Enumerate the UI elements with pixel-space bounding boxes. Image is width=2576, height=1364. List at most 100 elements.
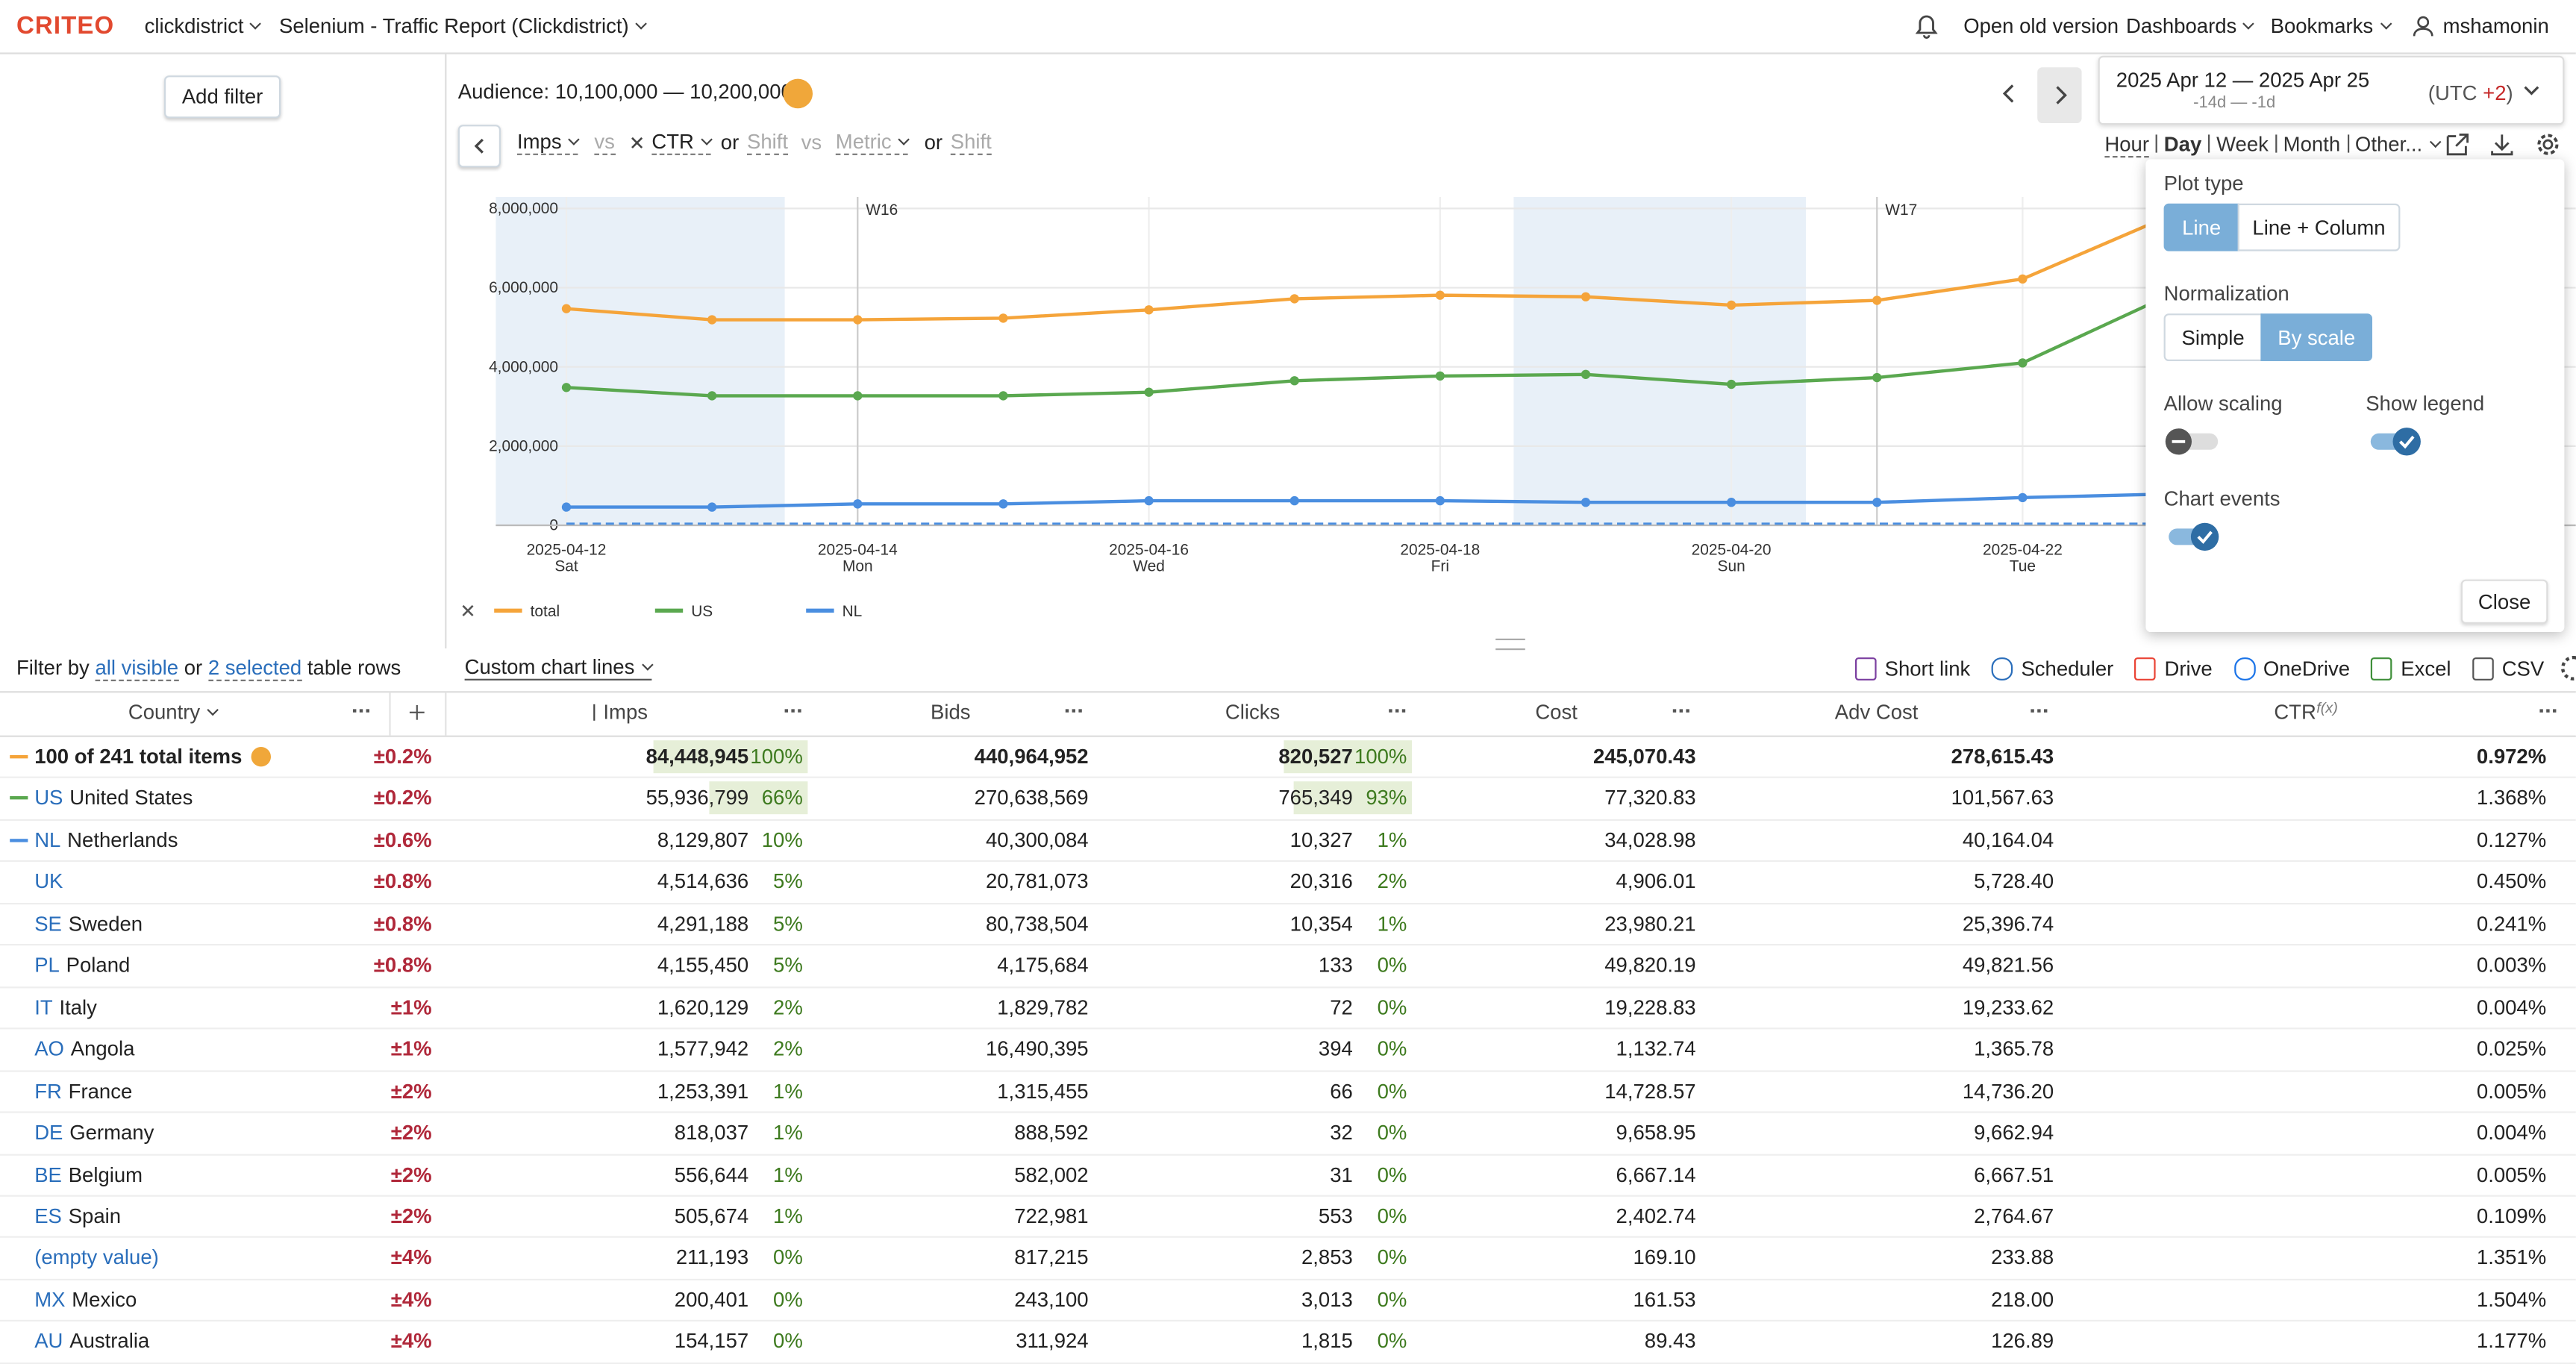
chart-icons[interactable]: [2445, 131, 2563, 157]
action[interactable]: Excel: [2371, 657, 2451, 680]
column-divider: [389, 692, 391, 736]
action[interactable]: Drive: [2134, 657, 2213, 680]
link[interactable]: all visible: [95, 657, 179, 681]
column-header[interactable]: Cost: [1535, 701, 1578, 725]
country-code[interactable]: AU: [34, 1330, 63, 1354]
column-header[interactable]: Country: [128, 701, 216, 724]
cell: 10,327: [1289, 828, 1353, 852]
column-header[interactable]: Imps: [593, 701, 648, 724]
custom-lines-select[interactable]: Custom chart lines: [464, 656, 651, 681]
filter-by: Filter by all visible or 2 selected tabl…: [16, 657, 401, 681]
error: ±4%: [390, 1288, 432, 1312]
country-code[interactable]: PL: [34, 954, 60, 977]
share: 0%: [1377, 1288, 1407, 1312]
link[interactable]: 2 selected: [207, 657, 302, 681]
column-header[interactable]: CTR: [2274, 701, 2316, 725]
bell-icon[interactable]: [1914, 13, 1939, 40]
column-menu[interactable]: [2539, 709, 2557, 716]
add-column[interactable]: [409, 704, 425, 720]
vs[interactable]: vs: [594, 131, 615, 155]
country-code[interactable]: IT: [34, 995, 53, 1019]
option[interactable]: Other...: [2355, 133, 2439, 156]
info-icon[interactable]: [783, 78, 813, 109]
option-selected[interactable]: Day: [2163, 133, 2202, 156]
country-code[interactable]: DE: [34, 1121, 63, 1145]
option[interactable]: Hour: [2104, 133, 2150, 158]
account-select[interactable]: clickdistrict: [145, 15, 260, 38]
report-select[interactable]: Selenium - Traffic Report (Clickdistrict…: [279, 15, 645, 38]
share: 5%: [773, 912, 803, 936]
option[interactable]: Month: [2283, 133, 2341, 156]
row-border: [0, 902, 2576, 904]
action[interactable]: Short link: [1855, 657, 1970, 680]
logo[interactable]: CRITEO: [16, 12, 115, 40]
column-menu[interactable]: [1672, 709, 1689, 716]
share: 0%: [773, 1246, 803, 1270]
action[interactable]: OneDrive: [2233, 657, 2350, 680]
column-header[interactable]: Adv Cost: [1834, 701, 1919, 725]
nav-menu[interactable]: Dashboards: [2126, 15, 2253, 38]
back-button[interactable]: [457, 125, 501, 168]
option-selected[interactable]: By scale: [2260, 313, 2372, 361]
next-button[interactable]: [2037, 67, 2082, 123]
column-menu[interactable]: [1389, 709, 1406, 716]
metric-select[interactable]: CTR: [651, 131, 710, 155]
action[interactable]: CSV: [2472, 657, 2544, 680]
cell: 0.004%: [2476, 1121, 2547, 1145]
column-header[interactable]: Clicks: [1225, 701, 1281, 725]
option-selected[interactable]: Line: [2163, 203, 2239, 251]
toggle-off[interactable]: [2164, 427, 2223, 457]
nav-menu[interactable]: Bookmarks: [2271, 15, 2390, 38]
add-filter-button[interactable]: Add filter: [164, 75, 281, 119]
cell: 4,155,450: [657, 954, 749, 977]
country-code[interactable]: SE: [34, 912, 62, 936]
vs: vs: [801, 131, 822, 154]
country-code[interactable]: BE: [34, 1163, 62, 1186]
country-code[interactable]: AO: [34, 1037, 64, 1061]
settings-icon[interactable]: [2560, 655, 2576, 681]
cell: 722,981: [1014, 1204, 1089, 1228]
prev-button[interactable]: [2001, 84, 2018, 103]
cell: 1,815: [1301, 1330, 1353, 1354]
country-code[interactable]: US: [34, 786, 63, 810]
error: ±2%: [390, 1204, 432, 1228]
data-point: [1435, 290, 1445, 300]
option[interactable]: Line + Column: [2237, 203, 2401, 251]
column-menu[interactable]: [1065, 709, 1082, 716]
metric-select[interactable]: Imps: [517, 131, 578, 155]
shift[interactable]: Shift: [747, 131, 789, 155]
action-icon: [2134, 657, 2157, 680]
date-range-picker[interactable]: 2025 Apr 12 — 2025 Apr 25 -14d — -1d (UT…: [2098, 55, 2565, 125]
section-label: Allow scaling: [2163, 392, 2283, 416]
toggle-on[interactable]: [2366, 427, 2425, 457]
info-icon[interactable]: [251, 747, 272, 767]
column-menu[interactable]: [2031, 709, 2048, 716]
country-code[interactable]: MX: [34, 1288, 66, 1312]
column-menu[interactable]: [353, 709, 369, 716]
country-code[interactable]: UK: [34, 870, 63, 894]
action[interactable]: Scheduler: [1991, 657, 2113, 680]
option[interactable]: Week: [2216, 133, 2269, 156]
audience: Audience: 10,100,000 — 10,200,000: [457, 80, 793, 104]
metric-select[interactable]: Metric: [835, 131, 908, 155]
toggle-on[interactable]: [2164, 522, 2223, 552]
country-code[interactable]: (empty value): [34, 1246, 159, 1270]
row-label: 100 of 241 total items: [34, 745, 272, 769]
resize-handle[interactable]: [1495, 638, 1525, 651]
shift[interactable]: Shift: [950, 131, 992, 155]
data-point: [1289, 294, 1299, 304]
close-button[interactable]: Close: [2460, 579, 2548, 624]
country-code[interactable]: ES: [34, 1204, 62, 1228]
country-name: Italy: [59, 995, 97, 1019]
country-code[interactable]: FR: [34, 1079, 62, 1103]
country-code[interactable]: NL: [34, 828, 61, 852]
error: ±2%: [390, 1121, 432, 1145]
column-header[interactable]: Bids: [931, 701, 971, 725]
row-border: [0, 1195, 2576, 1197]
user-name[interactable]: mshamonin: [2442, 14, 2549, 38]
series-marker: [10, 796, 28, 801]
remove-icon[interactable]: [631, 137, 644, 150]
nav-link[interactable]: Open old version: [1963, 14, 2119, 38]
option[interactable]: Simple: [2163, 313, 2263, 361]
column-menu[interactable]: [784, 709, 801, 716]
